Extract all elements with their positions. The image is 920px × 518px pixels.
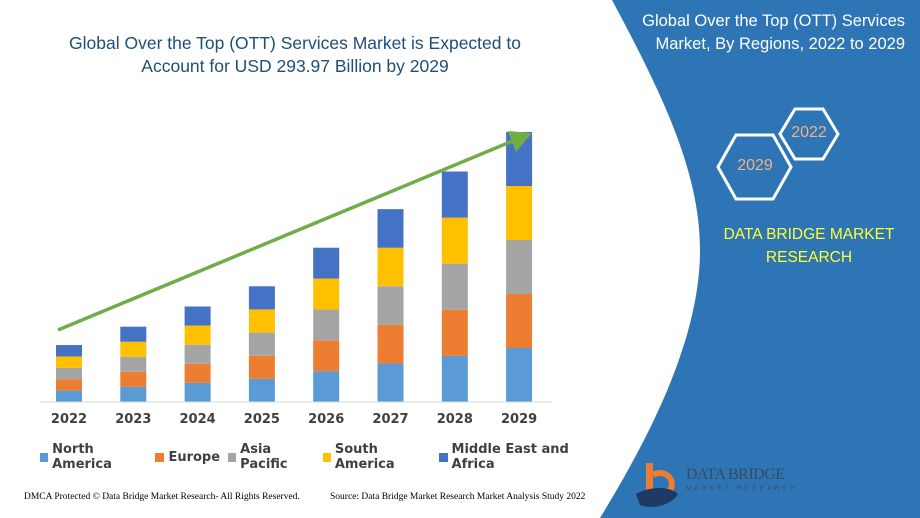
- source-note: Source: Data Bridge Market Research Mark…: [330, 492, 586, 502]
- bar-segment-2025-europe: [248, 355, 275, 379]
- bar-segment-2028-south-america: [441, 217, 468, 264]
- legend-label: Europe: [168, 449, 221, 465]
- logo-text: DATA BRIDGE: [686, 466, 785, 483]
- legend-swatch: [228, 452, 237, 462]
- legend-item: Europe: [155, 442, 220, 472]
- hex-label-2022: 2022: [791, 124, 827, 141]
- dmca-notice: DMCA Protected © Data Bridge Market Rese…: [24, 492, 300, 502]
- bar-segment-2025-north-america: [248, 378, 275, 402]
- x-tick-label: 2024: [179, 412, 216, 427]
- bar-segment-2024-north-america: [184, 382, 211, 402]
- legend-swatch: [322, 452, 331, 462]
- hexagon-2022: [778, 107, 840, 161]
- hex-label-2029: 2029: [737, 157, 773, 174]
- bar-segment-2028-north-america: [441, 355, 468, 402]
- side-panel-title: Global Over the Top (OTT) Services Marke…: [642, 12, 905, 53]
- bar-segment-2022-south-america: [56, 356, 82, 368]
- x-tick-label: 2022: [50, 412, 88, 427]
- bar-segment-2026-middle-east-and-africa: [313, 247, 340, 279]
- bar-segment-2026-asia-pacific: [313, 309, 340, 341]
- bar-segment-2025-middle-east-and-africa: [248, 286, 275, 310]
- bar-segment-2025-asia-pacific: [248, 332, 275, 356]
- x-tick-label: 2029: [501, 412, 538, 427]
- bar-segment-2024-asia-pacific: [184, 344, 211, 364]
- x-tick-label: 2023: [115, 412, 152, 427]
- legend-label: Middle East and Africa: [451, 442, 569, 472]
- chart-title: Global Over the Top (OTT) Services Marke…: [69, 33, 521, 76]
- legend-label: North America: [52, 442, 112, 472]
- bar-segment-2027-asia-pacific: [377, 286, 404, 325]
- bar-segment-2022-middle-east-and-africa: [56, 345, 82, 357]
- bar-segment-2023-asia-pacific: [120, 356, 147, 372]
- x-tick-label: 2026: [308, 412, 345, 427]
- brand-text: DATA BRIDGE MARKET RESEARCH: [723, 226, 895, 266]
- bar-segment-2028-europe: [441, 309, 468, 356]
- bar-segment-2029-europe: [506, 294, 533, 348]
- bar-segment-2029-north-america: [506, 348, 533, 402]
- x-tick-label: 2027: [372, 412, 409, 427]
- legend-item: North America: [40, 442, 147, 472]
- bar-segment-2024-middle-east-and-africa: [184, 306, 211, 326]
- bar-segment-2029-south-america: [506, 186, 533, 240]
- legend-label: Asia Pacific: [240, 442, 288, 472]
- legend-item: Middle East and Africa: [439, 442, 600, 472]
- bar-segment-2023-europe: [120, 371, 147, 387]
- bar-segment-2027-south-america: [377, 247, 404, 287]
- bar-segment-2025-south-america: [248, 309, 275, 333]
- legend: North America Europe Asia Pacific South Ame…: [40, 442, 600, 472]
- bar-segment-2022-europe: [56, 379, 82, 391]
- legend-item: Asia Pacific: [228, 442, 315, 472]
- bar-segment-2027-middle-east-and-africa: [377, 209, 404, 248]
- bar-segment-2027-north-america: [377, 363, 404, 402]
- bar-segment-2023-north-america: [120, 386, 147, 402]
- legend-swatch: [155, 452, 165, 462]
- hexagon-2029: [716, 133, 793, 201]
- legend-item: South America: [322, 442, 432, 472]
- bar-segment-2022-asia-pacific: [56, 367, 82, 380]
- trend-arrow: [57, 131, 532, 332]
- bar-segment-2028-middle-east-and-africa: [441, 171, 468, 218]
- logo-subtext: MARKET RESEARCH: [686, 486, 799, 492]
- bars-group: [56, 132, 533, 402]
- bar-segment-2027-europe: [377, 324, 404, 364]
- side-panel-background: [600, 0, 920, 518]
- bar-segment-2024-south-america: [184, 325, 211, 345]
- bar-segment-2022-north-america: [56, 390, 82, 402]
- bar-segment-2023-middle-east-and-africa: [120, 326, 147, 342]
- bar-segment-2026-europe: [313, 340, 340, 372]
- bar-segment-2026-north-america: [313, 371, 340, 402]
- bar-segment-2026-south-america: [313, 278, 340, 310]
- x-tick-label: 2028: [436, 412, 473, 427]
- x-tick-label: 2025: [243, 412, 280, 427]
- bar-segment-2023-south-america: [120, 341, 147, 357]
- legend-swatch: [439, 452, 448, 462]
- legend-swatch: [40, 452, 49, 462]
- bar-segment-2029-asia-pacific: [506, 240, 533, 294]
- logo-icon: [636, 463, 678, 507]
- legend-label: South America: [334, 442, 395, 472]
- bar-segment-2028-asia-pacific: [441, 263, 468, 310]
- bar-segment-2024-europe: [184, 363, 211, 383]
